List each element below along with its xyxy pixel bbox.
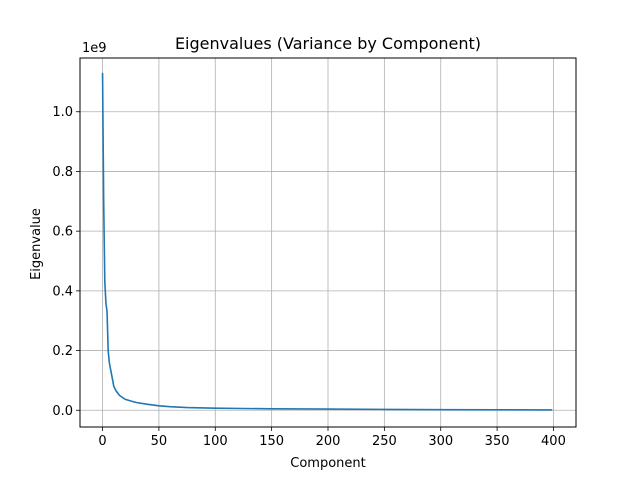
x-tick-label: 350: [485, 434, 510, 449]
y-tick-label: 0.2: [52, 344, 73, 359]
series-layer: [101, 72, 553, 411]
y-axis-label: Eigenvalue: [29, 208, 44, 280]
ticks: 0 50 100 150 200 250 300 350 400 0.0 0.2 0.4 0.6 0.8 1…: [52, 105, 566, 449]
x-tick-label: 400: [541, 434, 566, 449]
x-tick-label: 0: [98, 434, 106, 449]
y-tick-label: 1.0: [52, 105, 73, 120]
x-tick-label: 300: [428, 434, 453, 449]
x-tick-label: 50: [151, 434, 168, 449]
x-axis-label: Component: [290, 456, 365, 471]
x-tick-label: 100: [203, 434, 228, 449]
grid: [80, 58, 576, 427]
y-tick-label: 0.8: [52, 165, 73, 180]
x-tick-label: 150: [259, 434, 284, 449]
x-tick-label: 200: [316, 434, 341, 449]
y-tick-label: 0.6: [52, 225, 73, 240]
y-tick-label: 0.0: [52, 404, 73, 419]
x-tick-label: 250: [372, 434, 397, 449]
y-tick-label: 0.4: [52, 284, 73, 299]
chart-title: Eigenvalues (Variance by Component): [175, 34, 481, 53]
y-offset-label: 1e9: [82, 41, 107, 56]
eigenvalue-series-line: [101, 72, 553, 411]
